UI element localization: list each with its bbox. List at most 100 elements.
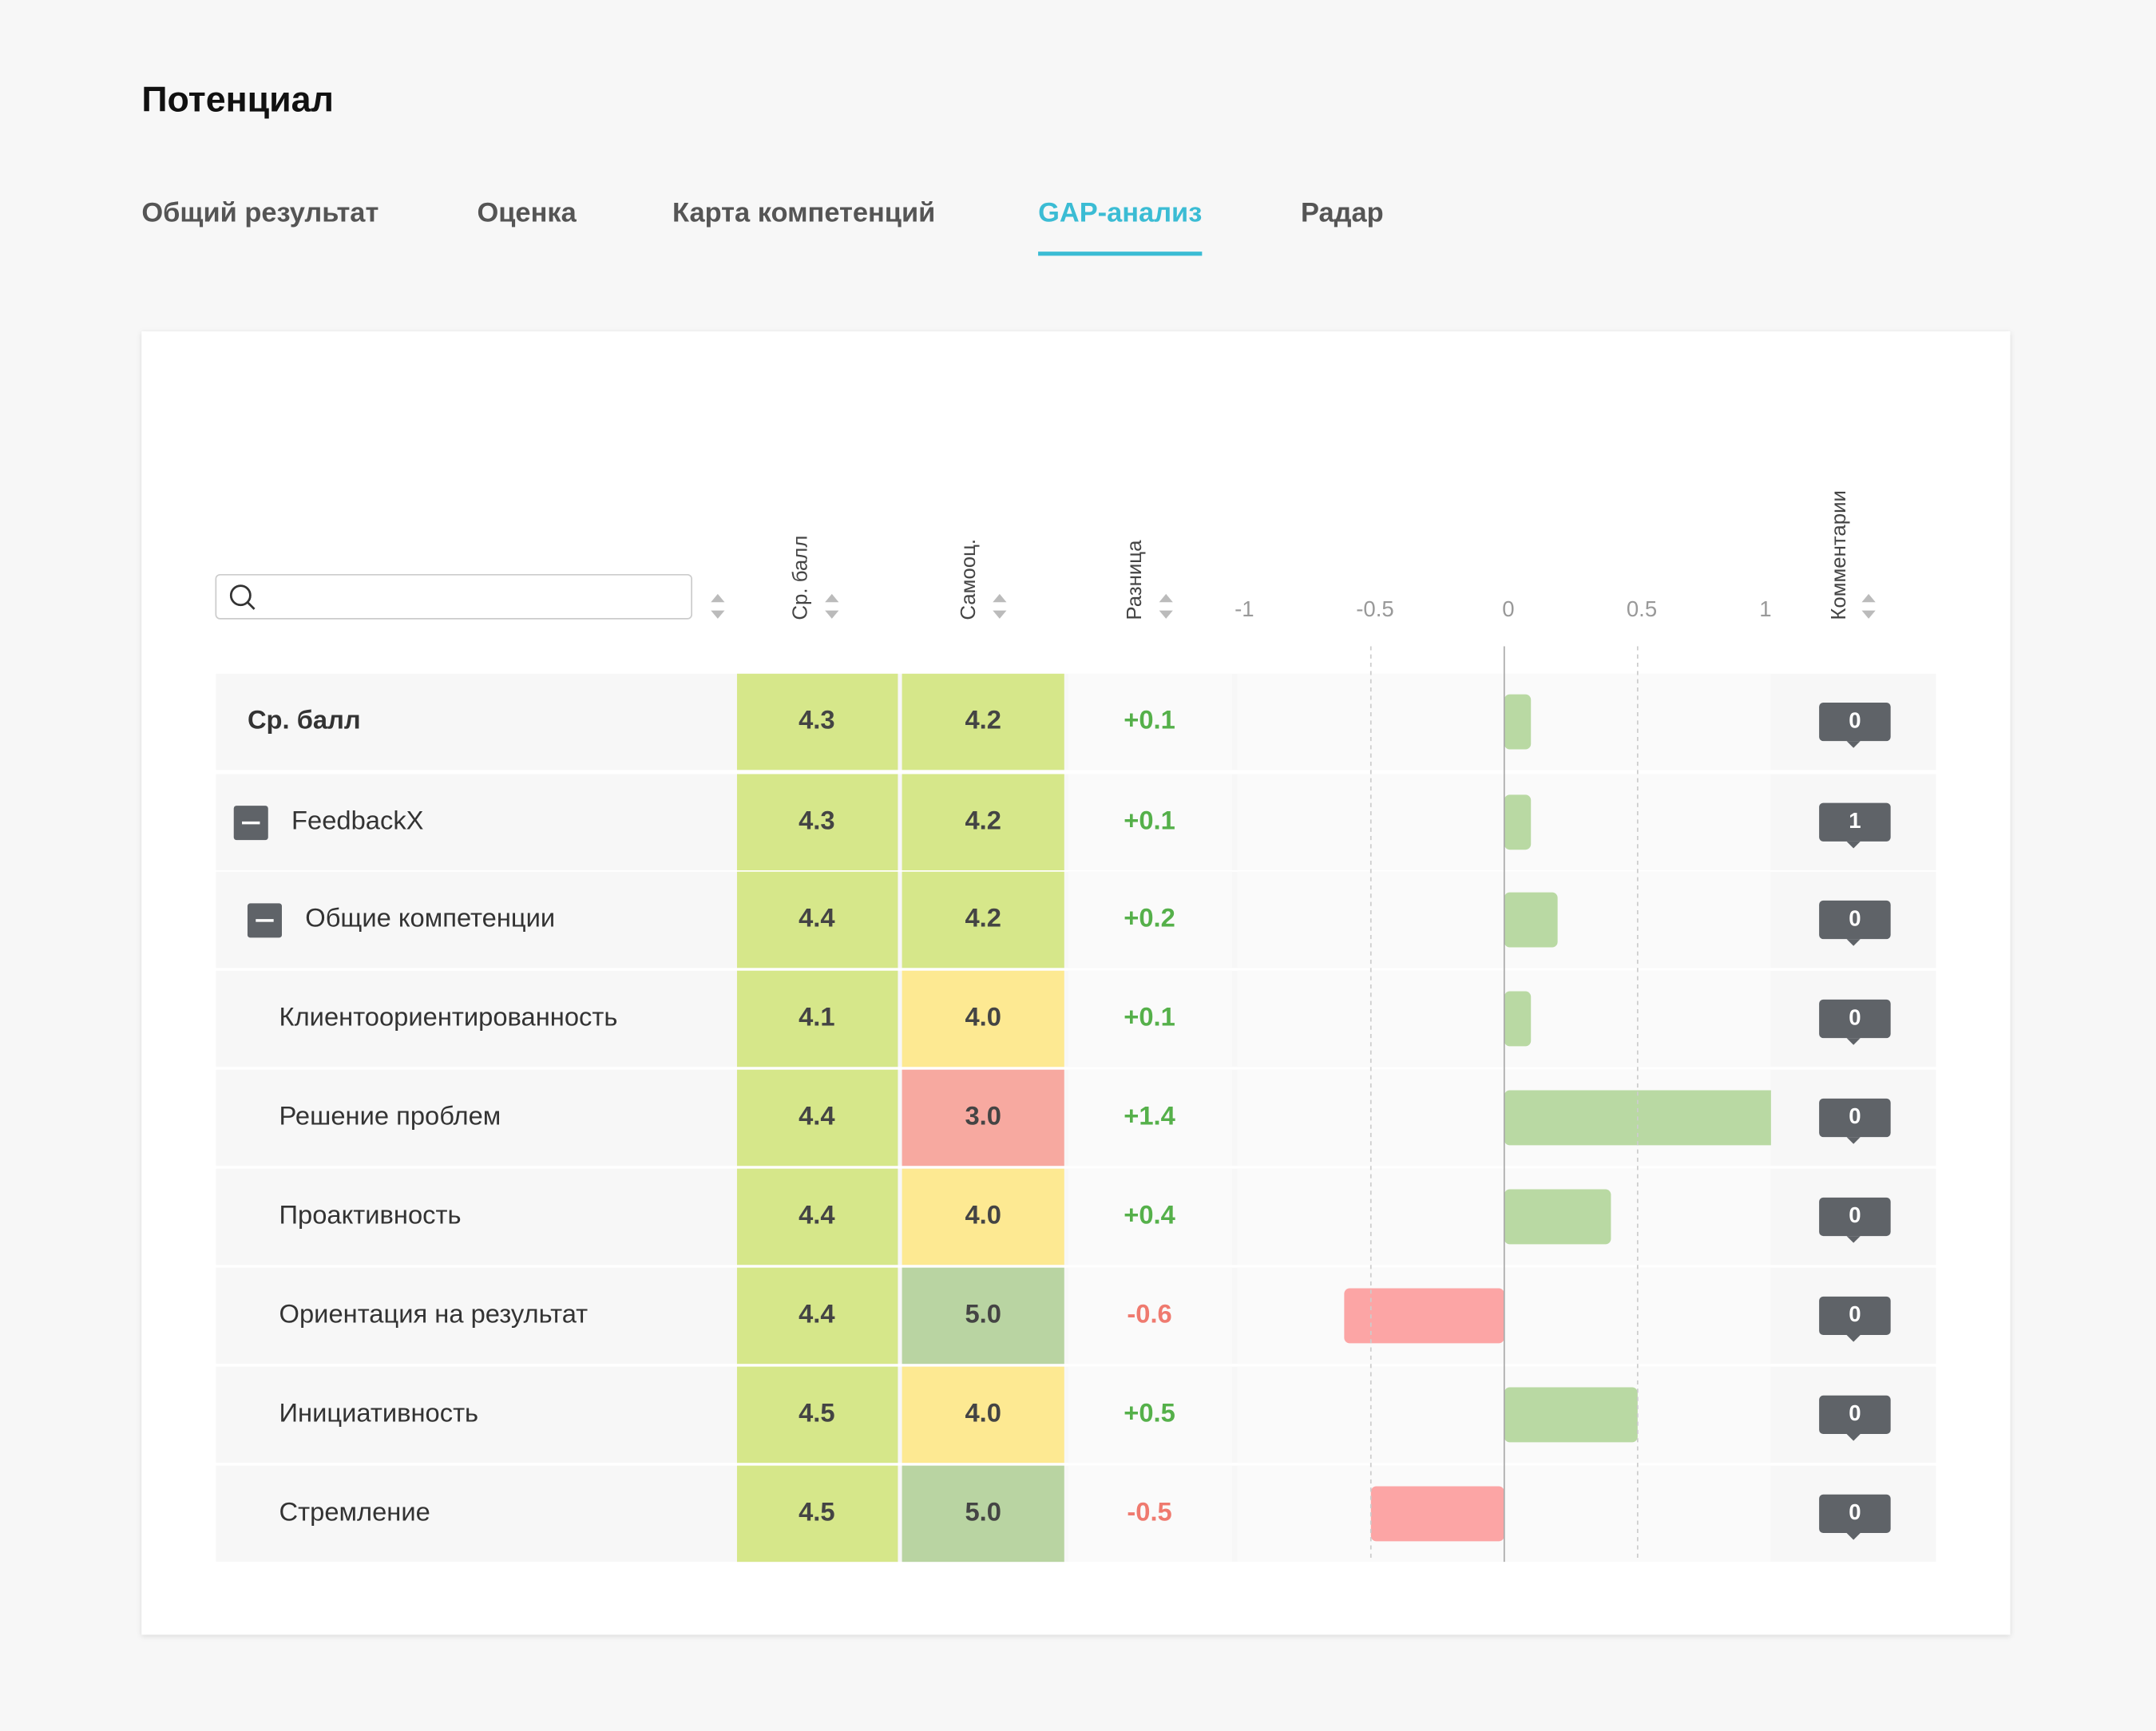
sort-icon[interactable] <box>711 593 725 603</box>
self-score: 5.0 <box>965 1299 1001 1329</box>
tab[interactable]: Общий результат <box>141 198 378 228</box>
comment-count: 0 <box>1849 1004 1861 1029</box>
sort-icon[interactable] <box>825 610 839 619</box>
sort-icon[interactable] <box>1159 593 1173 603</box>
x-tick-label: 0.5 <box>1627 596 1657 621</box>
cell-background <box>902 970 1064 1068</box>
comment-count: 0 <box>1849 1499 1861 1524</box>
row-label: Общие компетенции <box>305 903 555 933</box>
avg-score: 4.3 <box>799 805 834 834</box>
gap-bar <box>1344 1288 1504 1344</box>
row-label: Проактивность <box>279 1200 462 1230</box>
cell-background <box>902 1267 1064 1365</box>
comment-badge[interactable] <box>1819 702 1891 742</box>
comment-badge[interactable] <box>1819 1494 1891 1534</box>
search-box[interactable] <box>215 573 692 620</box>
sort-icon[interactable] <box>993 610 1007 619</box>
cell-background <box>736 871 898 968</box>
row-label: FeedbackX <box>291 805 424 834</box>
comment-badge[interactable] <box>1819 1395 1891 1435</box>
cell-background <box>902 774 1064 871</box>
sort-icon[interactable] <box>825 593 839 603</box>
x-tick-label: -0.5 <box>1356 596 1393 621</box>
row-label: Решение проблем <box>279 1101 501 1131</box>
sort-icon[interactable] <box>1861 610 1876 619</box>
page-title: Потенциал <box>141 79 334 119</box>
sort-icon[interactable] <box>1861 593 1876 603</box>
comment-badge-tail <box>1846 841 1861 849</box>
difference: +0.1 <box>1124 705 1175 735</box>
comment-badge-tail <box>1846 1038 1861 1045</box>
row-label: Ср. балл <box>248 705 361 735</box>
column-header: Разница <box>1124 540 1146 620</box>
search-icon <box>246 601 256 610</box>
column-header: Самооц. <box>957 539 980 620</box>
cell-background <box>1068 1465 1232 1563</box>
self-score: 4.0 <box>965 1398 1001 1428</box>
cell-background <box>902 1069 1064 1167</box>
gap-bar <box>1504 1189 1611 1245</box>
self-score: 4.2 <box>965 705 1001 735</box>
comment-count: 0 <box>1849 905 1861 930</box>
comment-badge[interactable] <box>1819 1296 1891 1336</box>
cell-background <box>1068 1168 1232 1266</box>
x-tick-label: 1 <box>1759 596 1771 621</box>
comment-badge[interactable] <box>1819 999 1891 1039</box>
avg-score: 4.3 <box>799 705 834 735</box>
comment-badge[interactable] <box>1819 900 1891 940</box>
tab[interactable]: Карта компетенций <box>672 198 935 228</box>
search-icon <box>229 584 252 607</box>
sort-icon[interactable] <box>711 610 725 619</box>
cell-background <box>902 1366 1064 1464</box>
difference: -0.5 <box>1127 1497 1171 1527</box>
cell-background <box>902 1168 1064 1266</box>
difference: +0.5 <box>1124 1398 1175 1428</box>
x-tick-label: -1 <box>1235 596 1254 621</box>
cell-background <box>902 673 1064 770</box>
self-score: 4.2 <box>965 903 1001 933</box>
cell-background <box>736 1267 898 1365</box>
self-score: 3.0 <box>965 1101 1001 1131</box>
comment-count: 0 <box>1849 1103 1861 1128</box>
comment-badge-tail <box>1846 1434 1861 1441</box>
cell-background <box>736 1168 898 1266</box>
comment-count: 0 <box>1849 1202 1861 1227</box>
comment-badge-tail <box>1846 939 1861 946</box>
comment-count: 0 <box>1849 1301 1861 1326</box>
gap-bar <box>1370 1486 1504 1542</box>
row-label: Инициативность <box>279 1398 479 1428</box>
avg-score: 4.4 <box>799 1101 835 1131</box>
difference: +0.1 <box>1124 805 1175 834</box>
row-label: Клиентоориентированность <box>279 1002 618 1032</box>
x-tick-label: 0 <box>1502 596 1514 621</box>
difference: +0.4 <box>1124 1200 1175 1230</box>
tab-underline <box>1038 252 1203 256</box>
cell-background <box>902 871 1064 968</box>
comment-badge[interactable] <box>1819 1098 1891 1138</box>
column-header: Ср. балл <box>790 536 812 620</box>
self-score: 4.0 <box>965 1002 1001 1032</box>
comment-badge-tail <box>1846 1236 1861 1243</box>
comment-badge-tail <box>1846 1533 1861 1540</box>
self-score: 4.0 <box>965 1200 1001 1230</box>
cell-background <box>736 1069 898 1167</box>
self-score: 5.0 <box>965 1497 1001 1527</box>
sort-icon[interactable] <box>1159 610 1173 619</box>
comment-badge[interactable] <box>1819 802 1891 842</box>
tab[interactable]: Оценка <box>478 198 577 228</box>
avg-score: 4.5 <box>799 1497 834 1527</box>
difference: -0.6 <box>1127 1299 1171 1329</box>
tab[interactable]: Радар <box>1301 198 1384 228</box>
difference: +0.2 <box>1124 903 1175 933</box>
cell-background <box>902 1465 1064 1563</box>
sort-icon[interactable] <box>993 593 1007 603</box>
difference: +0.1 <box>1124 1002 1175 1032</box>
cell-background <box>1068 970 1232 1068</box>
comment-count: 0 <box>1849 1400 1861 1425</box>
gap-bar <box>1504 694 1532 750</box>
cell-background <box>736 970 898 1068</box>
tab[interactable]: GAP-анализ <box>1038 198 1202 228</box>
gap-bar <box>1504 1387 1638 1443</box>
comment-badge[interactable] <box>1819 1197 1891 1237</box>
